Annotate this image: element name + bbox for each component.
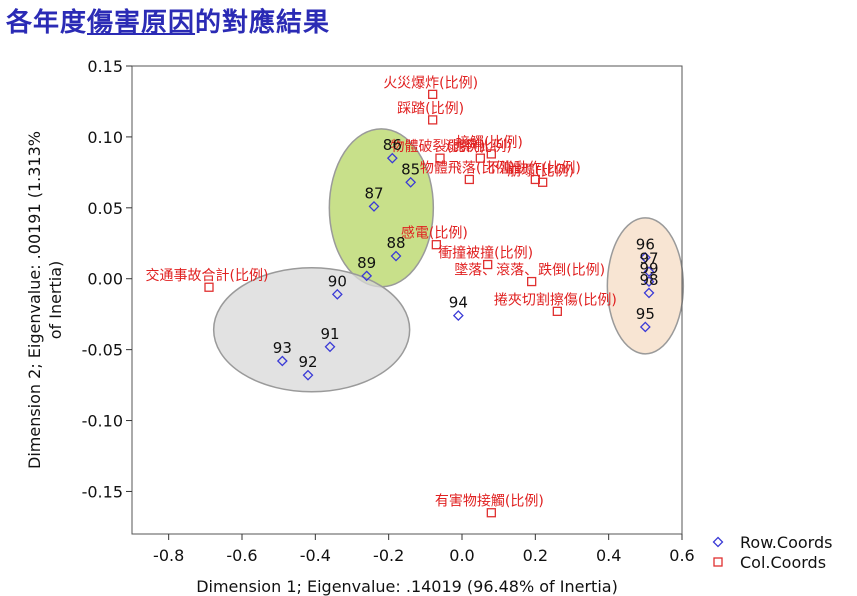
- y-tick-label: -0.05: [82, 341, 123, 360]
- row-point-marker: [331, 288, 343, 300]
- row-point-label: 91: [320, 325, 339, 343]
- col-point-marker: [431, 240, 441, 250]
- col-point-label: 有害物接觸(比例): [435, 493, 544, 510]
- col-point-marker: [464, 174, 474, 185]
- row-point-marker: [452, 310, 464, 322]
- x-tick-label: 0.4: [596, 546, 621, 565]
- col-point-marker: [483, 259, 493, 270]
- y-tick-label: 0.00: [87, 270, 123, 289]
- row-point-label: 89: [357, 254, 376, 272]
- row-point-label: 98: [639, 271, 658, 289]
- col-point-label: 感電(比例): [401, 225, 468, 242]
- cluster-ellipse-90-93: [212, 267, 411, 393]
- legend-label: Col.Coords: [740, 553, 826, 572]
- col-point-label: 踩踏(比例): [397, 101, 464, 117]
- col-point-label: 衝撞被撞(比例): [438, 246, 533, 262]
- row-point-marker: [643, 266, 655, 278]
- col-point-label: 火災爆炸(比例): [383, 75, 478, 91]
- col-point-label: 交通事故合計(比例): [146, 267, 269, 284]
- col-point-marker: [435, 153, 445, 163]
- col-point-label: 崩塌(比例): [507, 163, 574, 179]
- x-tick-label: -0.2: [373, 546, 404, 565]
- row-point-marker: [361, 270, 373, 282]
- col-point-marker: [530, 174, 540, 185]
- col-point-marker: [538, 177, 548, 187]
- row-point-label: 92: [298, 353, 317, 371]
- legend-row-marker: [712, 536, 724, 548]
- x-tick-label: 0.2: [523, 546, 548, 565]
- row-point-marker: [639, 321, 651, 333]
- row-point-label: 90: [328, 272, 347, 290]
- row-point-label: 87: [364, 184, 383, 202]
- y-tick-label: 0.05: [87, 199, 123, 218]
- col-point-marker: [486, 149, 496, 159]
- y-axis-label-line2: of Inertia): [46, 261, 65, 340]
- col-point-label: 物體飛落(比例): [420, 160, 515, 176]
- x-tick-label: 0.0: [449, 546, 474, 565]
- y-tick-label: 0.15: [87, 57, 123, 76]
- title-part-cause: 傷害原因: [87, 8, 196, 38]
- y-tick-label: -0.10: [82, 412, 123, 431]
- legend-label: Row.Coords: [740, 533, 832, 552]
- y-axis-label-line1: Dimension 2; Eigenvalue: .00191 (1.313%: [25, 131, 44, 469]
- col-coords-layer: 火災爆炸(比例)踩踏(比例)物體破裂(比例)溺斃(比例)接觸(比例)物體飛落(比…: [146, 75, 617, 518]
- col-point-label: 接觸(比例): [456, 134, 523, 151]
- row-point-label: 97: [639, 250, 658, 268]
- col-point-marker: [428, 89, 438, 100]
- row-point-marker: [324, 341, 336, 353]
- row-point-label: 94: [449, 294, 468, 312]
- col-point-marker: [475, 153, 485, 163]
- col-point-marker: [204, 282, 214, 292]
- title-part-result: 的對應結果: [195, 8, 331, 38]
- y-tick-label: -0.15: [82, 482, 123, 501]
- row-point-marker: [276, 355, 288, 367]
- plot-frame: [131, 65, 683, 535]
- col-point-marker: [486, 508, 496, 518]
- col-point-label: 物體破裂(比例): [391, 139, 486, 155]
- row-point-label: 95: [636, 305, 655, 323]
- row-point-label: 96: [636, 235, 655, 253]
- row-point-marker: [368, 200, 380, 212]
- row-point-marker: [639, 252, 651, 263]
- row-point-marker: [643, 276, 655, 287]
- col-point-label: 墜落、滾落、跌倒(比例): [454, 263, 605, 279]
- row-point-marker: [405, 176, 417, 188]
- x-tick-label: -0.4: [300, 546, 331, 565]
- col-point-label: 不當動作(比例): [486, 160, 581, 176]
- title-part-years: 各年度: [6, 8, 88, 38]
- row-point-marker: [390, 250, 402, 262]
- x-tick-label: -0.6: [226, 546, 257, 565]
- x-tick-label: -0.8: [153, 546, 184, 565]
- row-point-marker: [302, 369, 314, 381]
- row-point-marker: [386, 152, 398, 164]
- cluster-ellipses: [212, 128, 685, 393]
- col-point-marker: [527, 276, 537, 287]
- axis-ticks: -0.8 -0.6 -0.4 -0.2 0.0 0.2 0.4 0.6 0.15 0.10 0.05…: [82, 57, 695, 565]
- row-point-label: 85: [401, 160, 420, 178]
- col-point-marker: [552, 306, 562, 316]
- page-title: 各年度傷害原因的對應結果: [6, 2, 330, 39]
- row-point-marker: [643, 287, 655, 299]
- x-tick-label: 0.6: [669, 546, 694, 565]
- col-point-label: 捲夾切割擦傷(比例): [494, 291, 617, 308]
- x-axis-label: Dimension 1; Eigenvalue: .14019 (96.48% …: [196, 577, 618, 596]
- row-point-label: 86: [383, 136, 402, 154]
- legend-col-marker: [713, 557, 723, 567]
- cluster-ellipse-95-99: [606, 217, 685, 355]
- row-point-label: 99: [639, 260, 658, 278]
- row-point-label: 88: [386, 234, 405, 252]
- row-point-label: 93: [273, 339, 292, 357]
- y-axis-label: Dimension 2; Eigenvalue: .00191 (1.313% o…: [25, 131, 65, 469]
- y-tick-label: 0.10: [87, 128, 123, 147]
- col-point-marker: [428, 115, 438, 125]
